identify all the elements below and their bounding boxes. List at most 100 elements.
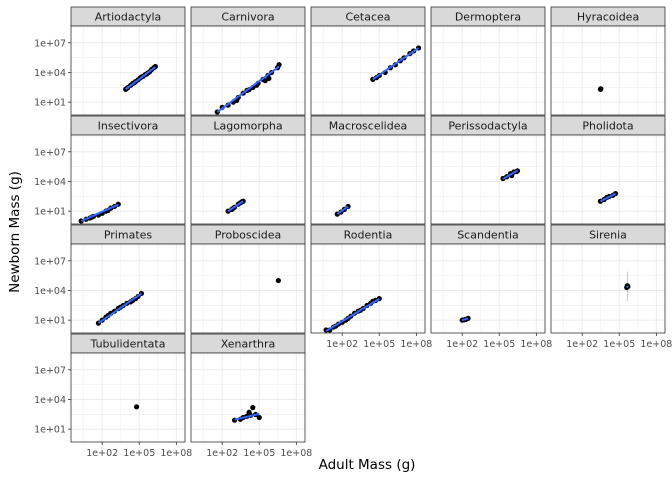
facet-panel: Macroscelidea [310, 115, 426, 225]
facet-label: Perissodactyla [448, 120, 527, 133]
facet-panel: Artiodactyla 1e+01 1e+04 1e+07 [34, 6, 186, 116]
facet-label: Pholidota [582, 120, 633, 133]
panel-grid [551, 26, 665, 115]
fit-line [234, 412, 260, 421]
panel-background [431, 244, 545, 333]
panel-background [191, 135, 305, 224]
panel-border [70, 243, 186, 334]
facet-label: Scandentia [457, 229, 519, 242]
x-tick-label: 1e+05 [123, 448, 155, 459]
fit-line [336, 205, 349, 215]
facet-label: Artiodactyla [95, 11, 162, 24]
panel-border [430, 243, 546, 334]
y-tick-label: 1e+07 [34, 365, 66, 376]
y-tick-label: 1e+04 [34, 177, 66, 188]
x-tick-label: 1e+08 [640, 339, 672, 350]
fit-line [216, 65, 280, 113]
panel-grid [191, 353, 305, 442]
panel-data [370, 45, 422, 82]
panel-data [123, 63, 158, 92]
facet-panel: Carnivora [190, 6, 306, 116]
panel-grid [431, 26, 545, 115]
panel-border [430, 134, 546, 225]
data-point [133, 404, 140, 410]
facet-label: Lagomorpha [213, 120, 282, 133]
facet-panel: Dermoptera [430, 6, 546, 116]
y-tick-label: 1e+07 [34, 147, 66, 158]
data-point [250, 405, 256, 411]
data-point [256, 414, 262, 421]
panel-background [431, 26, 545, 115]
panel-background [551, 26, 665, 115]
facet-label: Primates [104, 229, 153, 242]
panel-border [310, 25, 426, 116]
fit-line [125, 66, 156, 91]
panel-data [214, 62, 282, 115]
fit-line [80, 203, 119, 222]
facet-label: Tubulidentata [90, 338, 166, 351]
facet-label: Sirenia [589, 229, 627, 242]
facet-label: Insectivora [98, 120, 159, 133]
fit-line [461, 317, 469, 322]
panel-grid [191, 135, 305, 224]
panel-background [551, 244, 665, 333]
panel-data [597, 86, 604, 92]
facet-panel: Primates 1e+01 1e+04 1e+07 [34, 224, 186, 334]
facet-panel: Scandentia 1e+02 1e+05 1e+08 [430, 224, 552, 350]
facet-panel: Tubulidentata 1e+01 1e+04 1e+07 1e+02 1e+05 1e… [34, 333, 192, 459]
facet-panel: Perissodactyla [430, 115, 546, 225]
panel-background [311, 244, 425, 333]
panel-grid [311, 26, 425, 115]
panel-grid [431, 244, 545, 333]
y-tick-label: 1e+04 [34, 395, 66, 406]
x-tick-label: 1e+02 [566, 339, 598, 350]
x-tick-label: 1e+08 [520, 339, 552, 350]
panel-background [191, 26, 305, 115]
y-tick-label: 1e+01 [34, 98, 66, 109]
panel-data [459, 315, 471, 323]
panel-grid [311, 244, 425, 333]
x-tick-label: 1e+05 [363, 339, 395, 350]
panel-background [431, 135, 545, 224]
panel-background [191, 353, 305, 442]
panel-grid [71, 353, 185, 442]
fit-line [502, 169, 519, 180]
fit-line [227, 200, 244, 212]
panel-grid [191, 26, 305, 115]
panel-border [190, 25, 306, 116]
facet-panel: Sirenia 1e+02 1e+05 1e+08 [550, 224, 672, 350]
data-point [276, 62, 282, 68]
x-tick-label: 1e+02 [446, 339, 478, 350]
facet-panel: Insectivora 1e+01 1e+04 1e+07 [34, 115, 186, 225]
panel-background [551, 135, 665, 224]
panel-grid [551, 244, 665, 333]
x-tick-label: 1e+08 [160, 448, 192, 459]
panel-background [71, 244, 185, 333]
y-tick-label: 1e+07 [34, 38, 66, 49]
x-tick-label: 1e+05 [603, 339, 635, 350]
facet-panel: Lagomorpha [190, 115, 306, 225]
x-tick-label: 1e+02 [206, 448, 238, 459]
y-tick-label: 1e+01 [34, 316, 66, 327]
facet-label: Proboscidea [215, 229, 282, 242]
fit-line [625, 285, 629, 289]
x-tick-label: 1e+02 [86, 448, 118, 459]
x-tick-label: 1e+05 [483, 339, 515, 350]
panel-data [323, 296, 382, 333]
panel-border [190, 352, 306, 443]
y-axis-title: Newborn Mass (g) [7, 171, 23, 293]
x-tick-label: 1e+08 [400, 339, 432, 350]
facet-panel: Hyracoidea [550, 6, 666, 116]
facet-label: Carnivora [221, 11, 274, 24]
panel-border [550, 25, 666, 116]
facet-label: Macroscelidea [329, 120, 407, 133]
panel-grid [191, 244, 305, 333]
x-tick-label: 1e+02 [326, 339, 358, 350]
x-tick-label: 1e+08 [280, 448, 312, 459]
panel-background [71, 26, 185, 115]
facet-label: Hyracoidea [577, 11, 639, 24]
panel-border [70, 134, 186, 225]
y-tick-label: 1e+01 [34, 425, 66, 436]
facet-panel: Pholidota [550, 115, 666, 225]
panel-data [275, 277, 281, 284]
